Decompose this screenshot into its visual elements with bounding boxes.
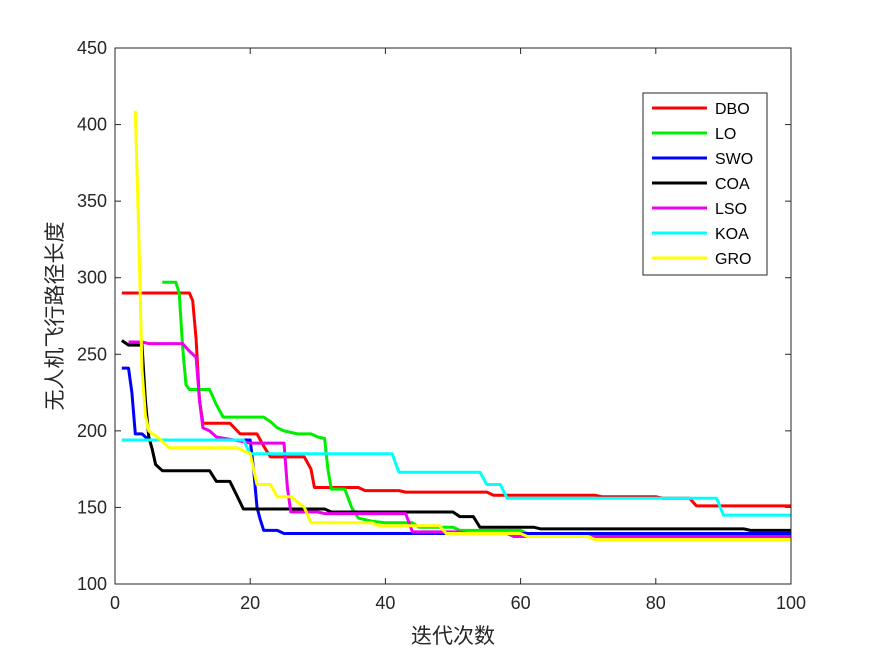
x-tick-label: 0 [110,593,120,613]
legend-label-lo: LO [715,126,736,143]
legend: DBO LO SWO COA LSO KOA GRO [642,92,768,276]
legend-label-koa: KOA [715,226,749,243]
y-tick-label: 100 [77,574,107,594]
y-tick-label: 450 [77,38,107,58]
x-axis-label: 迭代次数 [411,624,495,648]
series-line-koa [121,438,791,517]
legend-label-coa: COA [715,176,750,193]
x-tick-label: 60 [511,593,531,613]
x-tick-label: 20 [240,593,260,613]
y-tick-label: 350 [77,191,107,211]
y-tick-label: 150 [77,497,107,517]
y-tick-label: 200 [77,421,107,441]
y-tick-label: 300 [77,268,107,288]
plot-frame [114,47,792,585]
y-axis-label: 无人机飞行路径长度 [43,222,67,411]
series-line-gro [133,110,791,542]
legend-label-gro: GRO [715,251,751,268]
y-tick-label: 250 [77,344,107,364]
x-tick-label: 80 [646,593,666,613]
legend-label-lso: LSO [715,201,747,218]
x-tick-label: 40 [375,593,395,613]
series-line-coa [120,339,791,532]
y-tick-label: 400 [77,115,107,135]
x-tick-label: 100 [776,593,806,613]
legend-label-swo: SWO [715,151,753,168]
legend-label-dbo: DBO [715,101,750,118]
